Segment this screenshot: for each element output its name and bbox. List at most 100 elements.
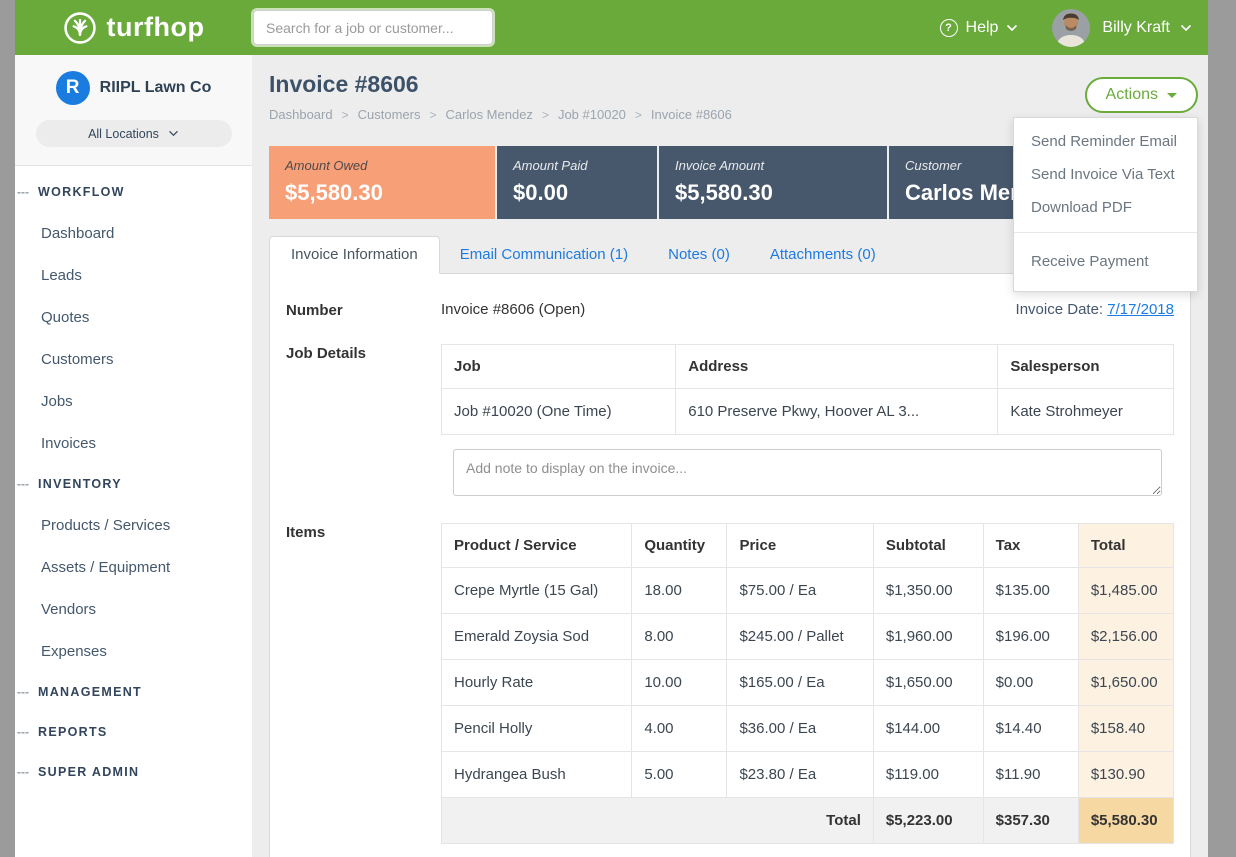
- sidebar-section-management[interactable]: --- MANAGEMENT: [15, 672, 252, 712]
- product-cell: Hourly Rate: [440, 659, 633, 706]
- sidebar-section-super-admin[interactable]: --- SUPER ADMIN: [15, 752, 252, 792]
- breadcrumb-customer[interactable]: Carlos Mendez: [445, 107, 533, 122]
- stat-label: Amount Owed: [285, 158, 368, 173]
- tax-cell: $14.40: [982, 705, 1079, 752]
- invoice-note-input[interactable]: [453, 449, 1162, 496]
- tab-notes[interactable]: Notes (0): [668, 246, 730, 263]
- quantity-cell: 5.00: [631, 751, 728, 798]
- user-menu[interactable]: Billy Kraft: [1102, 19, 1192, 37]
- breadcrumb-separator: >: [429, 107, 437, 122]
- brand-name: turfhop: [106, 12, 205, 42]
- menu-item-receive-payment[interactable]: Receive Payment: [1031, 253, 1149, 270]
- location-selector[interactable]: All Locations: [35, 120, 232, 147]
- salesperson-cell: Kate Strohmeyer: [997, 388, 1174, 435]
- menu-item-send-invoice-via-text[interactable]: Send Invoice Via Text: [1031, 166, 1175, 183]
- subtotal-cell: $144.00: [872, 705, 984, 752]
- chevron-down-icon: [1007, 24, 1018, 31]
- sidebar-item-leads[interactable]: Leads: [41, 266, 82, 284]
- turfhop-grass-icon: [63, 11, 96, 44]
- items-table: Product / Service Quantity Price Subtota…: [440, 523, 1175, 844]
- tax-cell: $11.90: [982, 751, 1079, 798]
- price-cell: $23.80 / Ea: [726, 751, 874, 798]
- actions-button[interactable]: Actions: [1084, 77, 1198, 113]
- subtotal-cell: $119.00: [872, 751, 984, 798]
- page-title: Invoice #8606: [269, 71, 419, 97]
- breadcrumb-separator: >: [341, 107, 349, 122]
- invoice-date-label: Invoice Date:: [1015, 301, 1104, 318]
- total-cell: $130.90: [1077, 751, 1175, 798]
- price-cell: $75.00 / Ea: [726, 567, 874, 614]
- job-details-label: Job Details: [286, 345, 367, 362]
- items-header-price: Price: [726, 523, 874, 568]
- total-cell: $2,156.00: [1077, 613, 1175, 660]
- location-selector-label: All Locations: [88, 126, 159, 141]
- subtotal-cell: $1,650.00: [872, 659, 984, 706]
- quantity-cell: 8.00: [631, 613, 728, 660]
- stat-invoice-amount: Invoice Amount $5,580.30: [659, 146, 887, 219]
- invoice-date-link[interactable]: 7/17/2018: [1107, 301, 1174, 318]
- price-cell: $245.00 / Pallet: [726, 613, 874, 660]
- help-icon: ?: [939, 18, 958, 37]
- stat-amount-paid: Amount Paid $0.00: [497, 146, 657, 219]
- sidebar-item-products-services[interactable]: Products / Services: [41, 516, 171, 534]
- product-cell: Crepe Myrtle (15 Gal): [440, 567, 633, 614]
- chevron-down-icon: [1180, 24, 1192, 31]
- sidebar-item-customers[interactable]: Customers: [41, 350, 114, 368]
- top-navbar: turfhop ? Help: [15, 0, 1208, 55]
- quantity-cell: 18.00: [631, 567, 728, 614]
- chevron-down-icon: [169, 130, 178, 137]
- items-subtotal-value: $5,223.00: [872, 797, 984, 844]
- sidebar-item-quotes[interactable]: Quotes: [41, 308, 90, 326]
- section-dashes-icon: ---: [17, 765, 29, 779]
- menu-item-send-reminder-email[interactable]: Send Reminder Email: [1031, 133, 1177, 150]
- price-cell: $36.00 / Ea: [726, 705, 874, 752]
- item-row: Pencil Holly 4.00 $36.00 / Ea $144.00 $1…: [440, 705, 1175, 752]
- items-tax-value: $357.30: [982, 797, 1079, 844]
- total-cell: $1,650.00: [1077, 659, 1175, 706]
- sidebar-section-workflow[interactable]: --- WORKFLOW: [15, 172, 252, 212]
- tab-email-communication[interactable]: Email Communication (1): [459, 246, 629, 263]
- quantity-cell: 10.00: [631, 659, 728, 706]
- sidebar-nav: --- WORKFLOW Dashboard Leads Quotes Cust…: [15, 166, 252, 792]
- sidebar: R RIIPL Lawn Co All Locations --- WORKFL…: [15, 55, 252, 857]
- product-cell: Emerald Zoysia Sod: [440, 613, 633, 660]
- tab-invoice-information[interactable]: Invoice Information: [269, 236, 440, 274]
- items-row: Items Product / Service Quantity Price S…: [286, 523, 1175, 844]
- help-menu[interactable]: ? Help: [939, 18, 1019, 37]
- total-cell: $1,485.00: [1077, 567, 1175, 614]
- company-name: RIIPL Lawn Co: [99, 79, 212, 96]
- item-row: Emerald Zoysia Sod 8.00 $245.00 / Pallet…: [440, 613, 1175, 660]
- stat-value: $0.00: [513, 180, 569, 205]
- job-table-header-salesperson: Salesperson: [997, 344, 1174, 389]
- sidebar-item-expenses[interactable]: Expenses: [41, 642, 107, 660]
- items-header-product: Product / Service: [440, 523, 633, 568]
- breadcrumb-invoice[interactable]: Invoice #8606: [650, 107, 732, 122]
- sidebar-section-reports[interactable]: --- REPORTS: [15, 712, 252, 752]
- avatar[interactable]: [1052, 8, 1091, 47]
- sidebar-item-jobs[interactable]: Jobs: [41, 392, 73, 410]
- breadcrumb-customers[interactable]: Customers: [357, 107, 421, 122]
- breadcrumb-job[interactable]: Job #10020: [557, 107, 626, 122]
- item-row: Hourly Rate 10.00 $165.00 / Ea $1,650.00…: [440, 659, 1175, 706]
- search-input[interactable]: [253, 10, 493, 45]
- job-table-header-address: Address: [675, 344, 999, 389]
- breadcrumb-dashboard[interactable]: Dashboard: [269, 107, 333, 122]
- total-cell: $158.40: [1077, 705, 1175, 752]
- topbar-right: ? Help Billy Kraft: [939, 8, 1208, 47]
- number-label: Number: [286, 302, 343, 319]
- sidebar-item-dashboard[interactable]: Dashboard: [41, 224, 115, 242]
- items-header-tax: Tax: [982, 523, 1079, 568]
- menu-item-download-pdf[interactable]: Download PDF: [1031, 199, 1132, 216]
- tab-attachments[interactable]: Attachments (0): [769, 246, 876, 263]
- brand-logo[interactable]: turfhop: [15, 11, 252, 45]
- stat-label: Amount Paid: [513, 158, 588, 173]
- items-grand-total-value: $5,580.30: [1077, 797, 1175, 844]
- number-value: Invoice #8606 (Open): [441, 301, 586, 318]
- sidebar-section-inventory[interactable]: --- INVENTORY: [15, 464, 252, 504]
- sidebar-item-assets-equipment[interactable]: Assets / Equipment: [41, 558, 171, 576]
- subtotal-cell: $1,960.00: [872, 613, 984, 660]
- sidebar-item-invoices[interactable]: Invoices: [41, 434, 97, 452]
- sidebar-item-vendors[interactable]: Vendors: [41, 600, 97, 618]
- section-label: SUPER ADMIN: [38, 765, 140, 779]
